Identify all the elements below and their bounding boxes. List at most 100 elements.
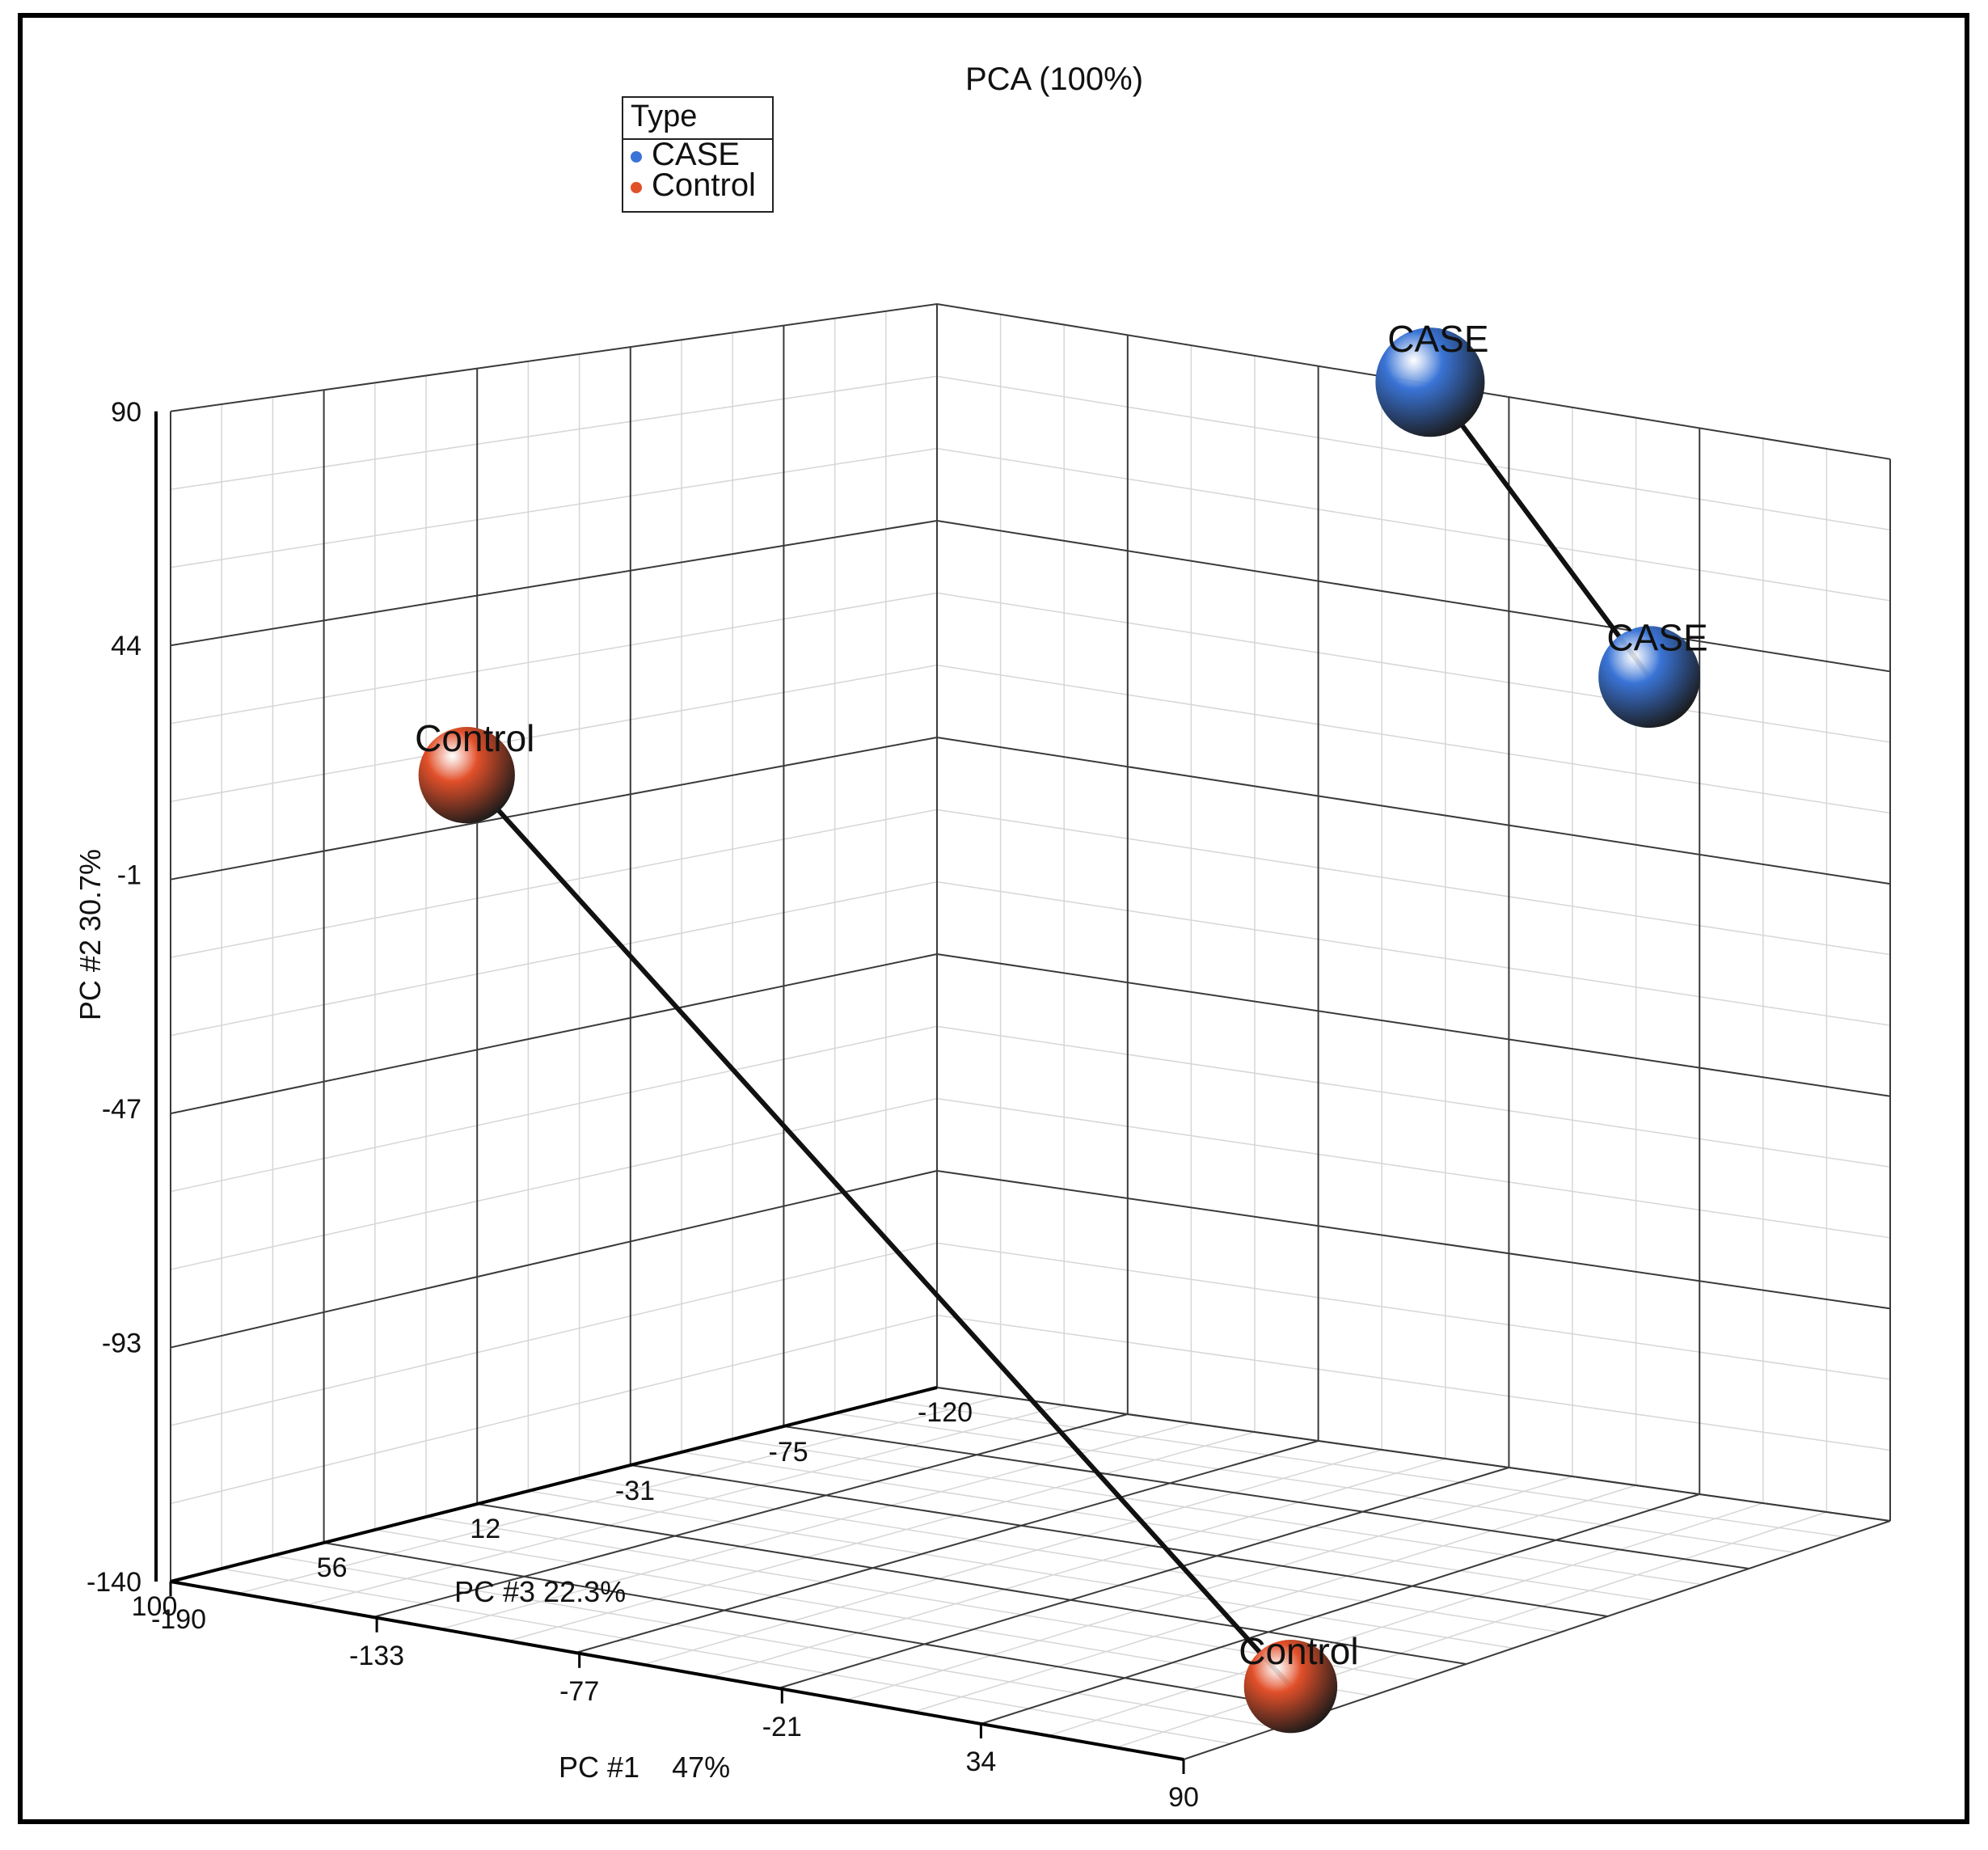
- connector-lines: [465, 380, 1652, 1688]
- pc1-tick-label: -133: [349, 1641, 404, 1671]
- floor-grid-line: [630, 1464, 1608, 1617]
- floor-grid-line: [425, 1516, 1420, 1681]
- back-wall-grid-line: [936, 737, 1891, 885]
- left-wall-grid-line: [170, 1314, 938, 1505]
- data-point-label: CASE: [1606, 616, 1707, 658]
- legend-marker-case: [631, 151, 642, 163]
- floor-grid-line: [575, 1440, 1319, 1654]
- legend-title: Type: [631, 99, 697, 133]
- back-wall-grid-line: [936, 1242, 1891, 1380]
- left-wall-grid-line: [170, 375, 938, 491]
- pc1-axis-line: [170, 1580, 1184, 1761]
- back-wall-grid-line: [936, 1170, 1891, 1310]
- floor-grid-line: [643, 1449, 1382, 1666]
- left-wall-grid-line: [170, 953, 938, 1115]
- left-wall-grid-line: [170, 303, 938, 412]
- floor-grid-line: [305, 1404, 1065, 1607]
- data-point-label: CASE: [1387, 318, 1488, 360]
- floor-grid-line: [238, 1396, 1001, 1594]
- pc1-tick-label: -21: [762, 1712, 802, 1742]
- back-wall-grid-line: [936, 520, 1891, 673]
- pc2-tick-label: 44: [111, 631, 141, 661]
- connector-line-case: [1428, 380, 1652, 679]
- back-wall-grid-line: [936, 664, 1891, 814]
- pc2-tick-label: -93: [102, 1328, 141, 1358]
- floor-grid-line: [508, 1431, 1256, 1642]
- pc2-axis-label: PC #2 30.7%: [74, 849, 107, 1020]
- back-wall-grid-line: [936, 1387, 1891, 1522]
- data-point-control: [418, 727, 515, 824]
- pc3-tick-label: 12: [470, 1514, 500, 1544]
- floor-grid-line: [913, 1485, 1636, 1713]
- left-wall-grid-line: [170, 592, 938, 724]
- floor-grid-line: [1048, 1502, 1764, 1737]
- left-wall-grid-line: [170, 809, 938, 958]
- left-wall-grid-line: [170, 1170, 938, 1349]
- pc1-tick-label: -190: [151, 1604, 206, 1635]
- left-wall-grid-line: [170, 1097, 938, 1270]
- floor-grid-line: [323, 1542, 1325, 1713]
- left-wall-grid-line: [170, 881, 938, 1037]
- data-point-case: [1375, 327, 1485, 437]
- back-wall-grid-line: [936, 809, 1891, 956]
- left-wall-grid-line: [170, 737, 938, 881]
- back-wall-grid-line: [936, 881, 1891, 1026]
- floor-grid-line: [373, 1413, 1129, 1618]
- data-point-control: [1243, 1639, 1338, 1734]
- back-wall-grid-line: [936, 447, 1891, 602]
- chart-title: PCA (100%): [965, 61, 1143, 97]
- left-wall-grid-line: [170, 520, 938, 647]
- legend-marker-control: [631, 182, 642, 193]
- back-wall-grid-line: [936, 1025, 1891, 1168]
- back-wall-grid-line: [936, 375, 1891, 531]
- pc3-tick-label: -31: [615, 1476, 655, 1506]
- pc3-tick-label: -75: [769, 1437, 808, 1468]
- pc3-axis-line: [170, 1386, 938, 1583]
- pc3-tick-label: -120: [918, 1397, 973, 1428]
- floor-grid-line: [1116, 1511, 1827, 1749]
- chart-frame: -190 -133 -77 -21 34 90 90 44 -1 -47 -93 -140 100 56 1…: [18, 13, 1969, 1824]
- back-wall-grid-line: [936, 1314, 1891, 1451]
- floor-grid-line: [222, 1568, 1231, 1745]
- floor-grid-line: [272, 1555, 1278, 1729]
- floor-grid-line: [834, 1413, 1796, 1554]
- left-wall-grid-line: [170, 664, 938, 802]
- data-point-case: [1598, 626, 1700, 729]
- pc2-tick-label: 90: [111, 397, 141, 428]
- floor-grid-line: [711, 1458, 1446, 1678]
- left-wall-grid-line: [170, 1025, 938, 1193]
- data-point-label: Control: [415, 717, 534, 759]
- legend-label-control: Control: [652, 167, 756, 203]
- legend-label-case: CASE: [652, 137, 740, 172]
- back-wall-grid-line: [936, 1097, 1891, 1239]
- floor-grid-line: [778, 1467, 1509, 1689]
- floor-grid-line: [885, 1400, 1843, 1538]
- floor-grid-line: [783, 1426, 1750, 1569]
- floor-grid-line: [732, 1438, 1703, 1586]
- grid: [170, 303, 1891, 1760]
- floor-grid-line: [528, 1490, 1513, 1649]
- pc3-tick-label: 100: [132, 1591, 178, 1622]
- connector-line-control: [465, 773, 1293, 1688]
- pc3-tick-label: 56: [317, 1552, 348, 1583]
- left-wall-grid-line: [170, 1242, 938, 1426]
- pc1-axis-label: PC #1 47%: [559, 1751, 730, 1784]
- pc2-tick-label: -1: [117, 860, 141, 890]
- pc3-axis-label: PC #3 22.3%: [454, 1575, 626, 1608]
- floor-grid-line: [981, 1493, 1700, 1725]
- left-wall-grid-line: [170, 447, 938, 568]
- pc2-tick-label: -47: [102, 1094, 141, 1125]
- floor-grid-line: [846, 1476, 1573, 1701]
- data-point-label: Control: [1239, 1630, 1358, 1672]
- floor-grid-line: [681, 1451, 1655, 1602]
- back-wall-grid-line: [936, 953, 1891, 1097]
- pc2-tick-label: -140: [87, 1567, 141, 1598]
- floor-grid-line: [440, 1422, 1192, 1630]
- pc1-tick-label: 34: [965, 1747, 996, 1777]
- pc1-tick-label: 90: [1168, 1782, 1199, 1813]
- axes: [154, 411, 1185, 1774]
- pc1-tick-label: -77: [559, 1676, 599, 1707]
